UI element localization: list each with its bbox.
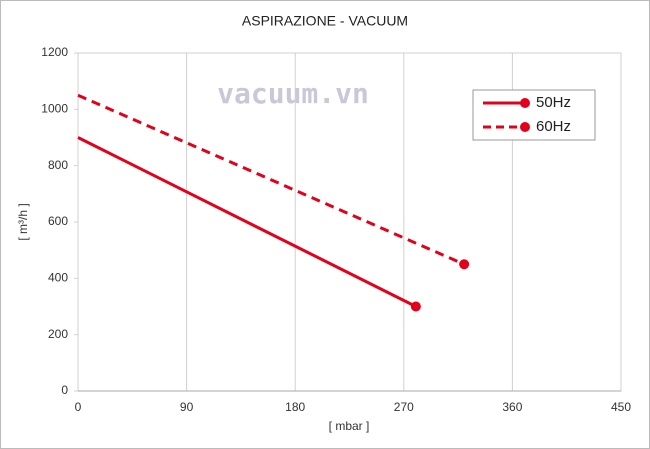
y-tick-label: 1000 [41, 102, 68, 116]
y-tick-label: 400 [48, 271, 68, 285]
x-tick-label: 90 [180, 400, 194, 414]
x-tick-label: 180 [285, 400, 305, 414]
x-tick-label: 0 [75, 400, 82, 414]
end-marker [459, 259, 470, 270]
legend-box [472, 89, 596, 141]
chart-title: ASPIRAZIONE - VACUUM [242, 13, 408, 29]
legend-label: 50Hz [536, 94, 571, 111]
line [77, 136, 417, 308]
end-marker [410, 301, 421, 312]
x-tick-label: 360 [502, 400, 522, 414]
y-axis-label: [ m³/h ] [16, 203, 30, 240]
y-tick-label: 800 [48, 158, 68, 172]
y-tick-label: 1200 [41, 45, 68, 59]
legend-label: 60Hz [536, 118, 571, 135]
x-tick-label: 270 [394, 400, 414, 414]
legend-marker [520, 122, 530, 132]
y-tick-label: 600 [48, 214, 68, 228]
y-tick-label: 0 [61, 383, 68, 397]
watermark: vacuum.vn [217, 77, 369, 110]
x-tick-label: 450 [611, 400, 631, 414]
line [77, 93, 465, 266]
y-tick-label: 200 [48, 327, 68, 341]
legend-marker [520, 98, 530, 108]
x-axis-label: [ mbar ] [329, 419, 370, 433]
